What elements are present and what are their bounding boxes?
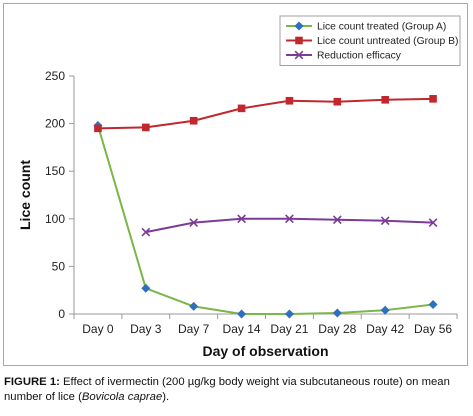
- data-point-diamond: [189, 301, 199, 311]
- data-point-x: [428, 218, 438, 227]
- data-point-diamond: [284, 309, 294, 319]
- y-tick-label: 200: [45, 117, 65, 131]
- x-tick-label: Day 28: [318, 322, 356, 336]
- legend-item: Lice count untreated (Group B): [286, 36, 458, 47]
- x-tick-label: Day 3: [130, 322, 162, 336]
- x-tick-label: Day 56: [414, 322, 452, 336]
- figure-caption: FIGURE 1: Effect of ivermectin (200 µg/k…: [4, 375, 470, 405]
- series-2: [94, 95, 437, 133]
- data-point-diamond: [332, 308, 342, 318]
- data-point-x: [237, 214, 246, 224]
- data-point-square: [381, 96, 389, 104]
- caption-label: FIGURE 1:: [4, 376, 60, 388]
- y-tick-label: 50: [52, 259, 66, 273]
- caption-species: Bovicola caprae: [81, 391, 163, 403]
- x-tick-label: Day 7: [178, 322, 210, 336]
- data-point-square: [94, 124, 102, 133]
- data-point-square: [189, 116, 198, 125]
- x-tick-label: Day 21: [270, 322, 308, 336]
- data-point-square: [142, 123, 150, 132]
- data-point-x: [332, 215, 342, 225]
- legend-label: Lice count untreated (Group B): [317, 36, 458, 47]
- data-point-diamond: [294, 21, 304, 31]
- data-point-diamond: [428, 299, 438, 309]
- series-3: [141, 214, 438, 237]
- legend-item: Lice count treated (Group A): [286, 21, 446, 33]
- series-line: [145, 217, 434, 234]
- x-ticks: Day 0 Day 3 Day 7 Day 14 Day 21 Day 28 Day 42 D…: [73, 314, 458, 336]
- data-point-x: [380, 216, 390, 226]
- data-point-diamond: [237, 309, 247, 319]
- data-point-diamond: [380, 305, 390, 315]
- series-layer: [93, 95, 438, 319]
- y-tick-label: 100: [45, 212, 65, 226]
- series-1: [93, 121, 438, 319]
- series-line: [96, 125, 434, 315]
- data-point-square: [333, 97, 342, 106]
- x-tick-label: Day 42: [366, 322, 404, 336]
- x-tick-label: Day 0: [82, 322, 114, 336]
- x-axis-title: Day of observation: [202, 343, 328, 359]
- chart-frame: 0 50 100 150 200 250 Day 0 Day 3 Day 7 Day 14 Day…: [3, 3, 468, 366]
- series-line: [97, 97, 434, 130]
- caption-text-end: ).: [162, 391, 170, 403]
- data-point-square: [429, 95, 437, 103]
- y-axis-title: Lice count: [17, 160, 33, 230]
- legend: Lice count treated (Group A) Lice count u…: [279, 15, 461, 66]
- legend-label: Lice count treated (Group A): [317, 22, 446, 33]
- data-point-x: [294, 50, 304, 60]
- data-point-x: [285, 214, 294, 224]
- data-point-square: [285, 96, 294, 105]
- data-point-square: [237, 104, 246, 113]
- legend-item: Reduction efficacy: [286, 51, 402, 62]
- y-tick-label: 250: [45, 69, 65, 83]
- data-point-diamond: [141, 283, 151, 293]
- caption-text: Effect of ivermectin (200 µg/kg body wei…: [4, 376, 450, 403]
- data-point-x: [141, 227, 151, 237]
- data-point-square: [295, 36, 303, 45]
- data-point-x: [189, 218, 199, 227]
- y-ticks: 0 50 100 150 200 250: [45, 69, 74, 321]
- x-tick-label: Day 14: [223, 322, 261, 336]
- y-tick-label: 0: [58, 307, 65, 321]
- y-tick-label: 150: [45, 164, 65, 178]
- legend-label: Reduction efficacy: [317, 51, 402, 62]
